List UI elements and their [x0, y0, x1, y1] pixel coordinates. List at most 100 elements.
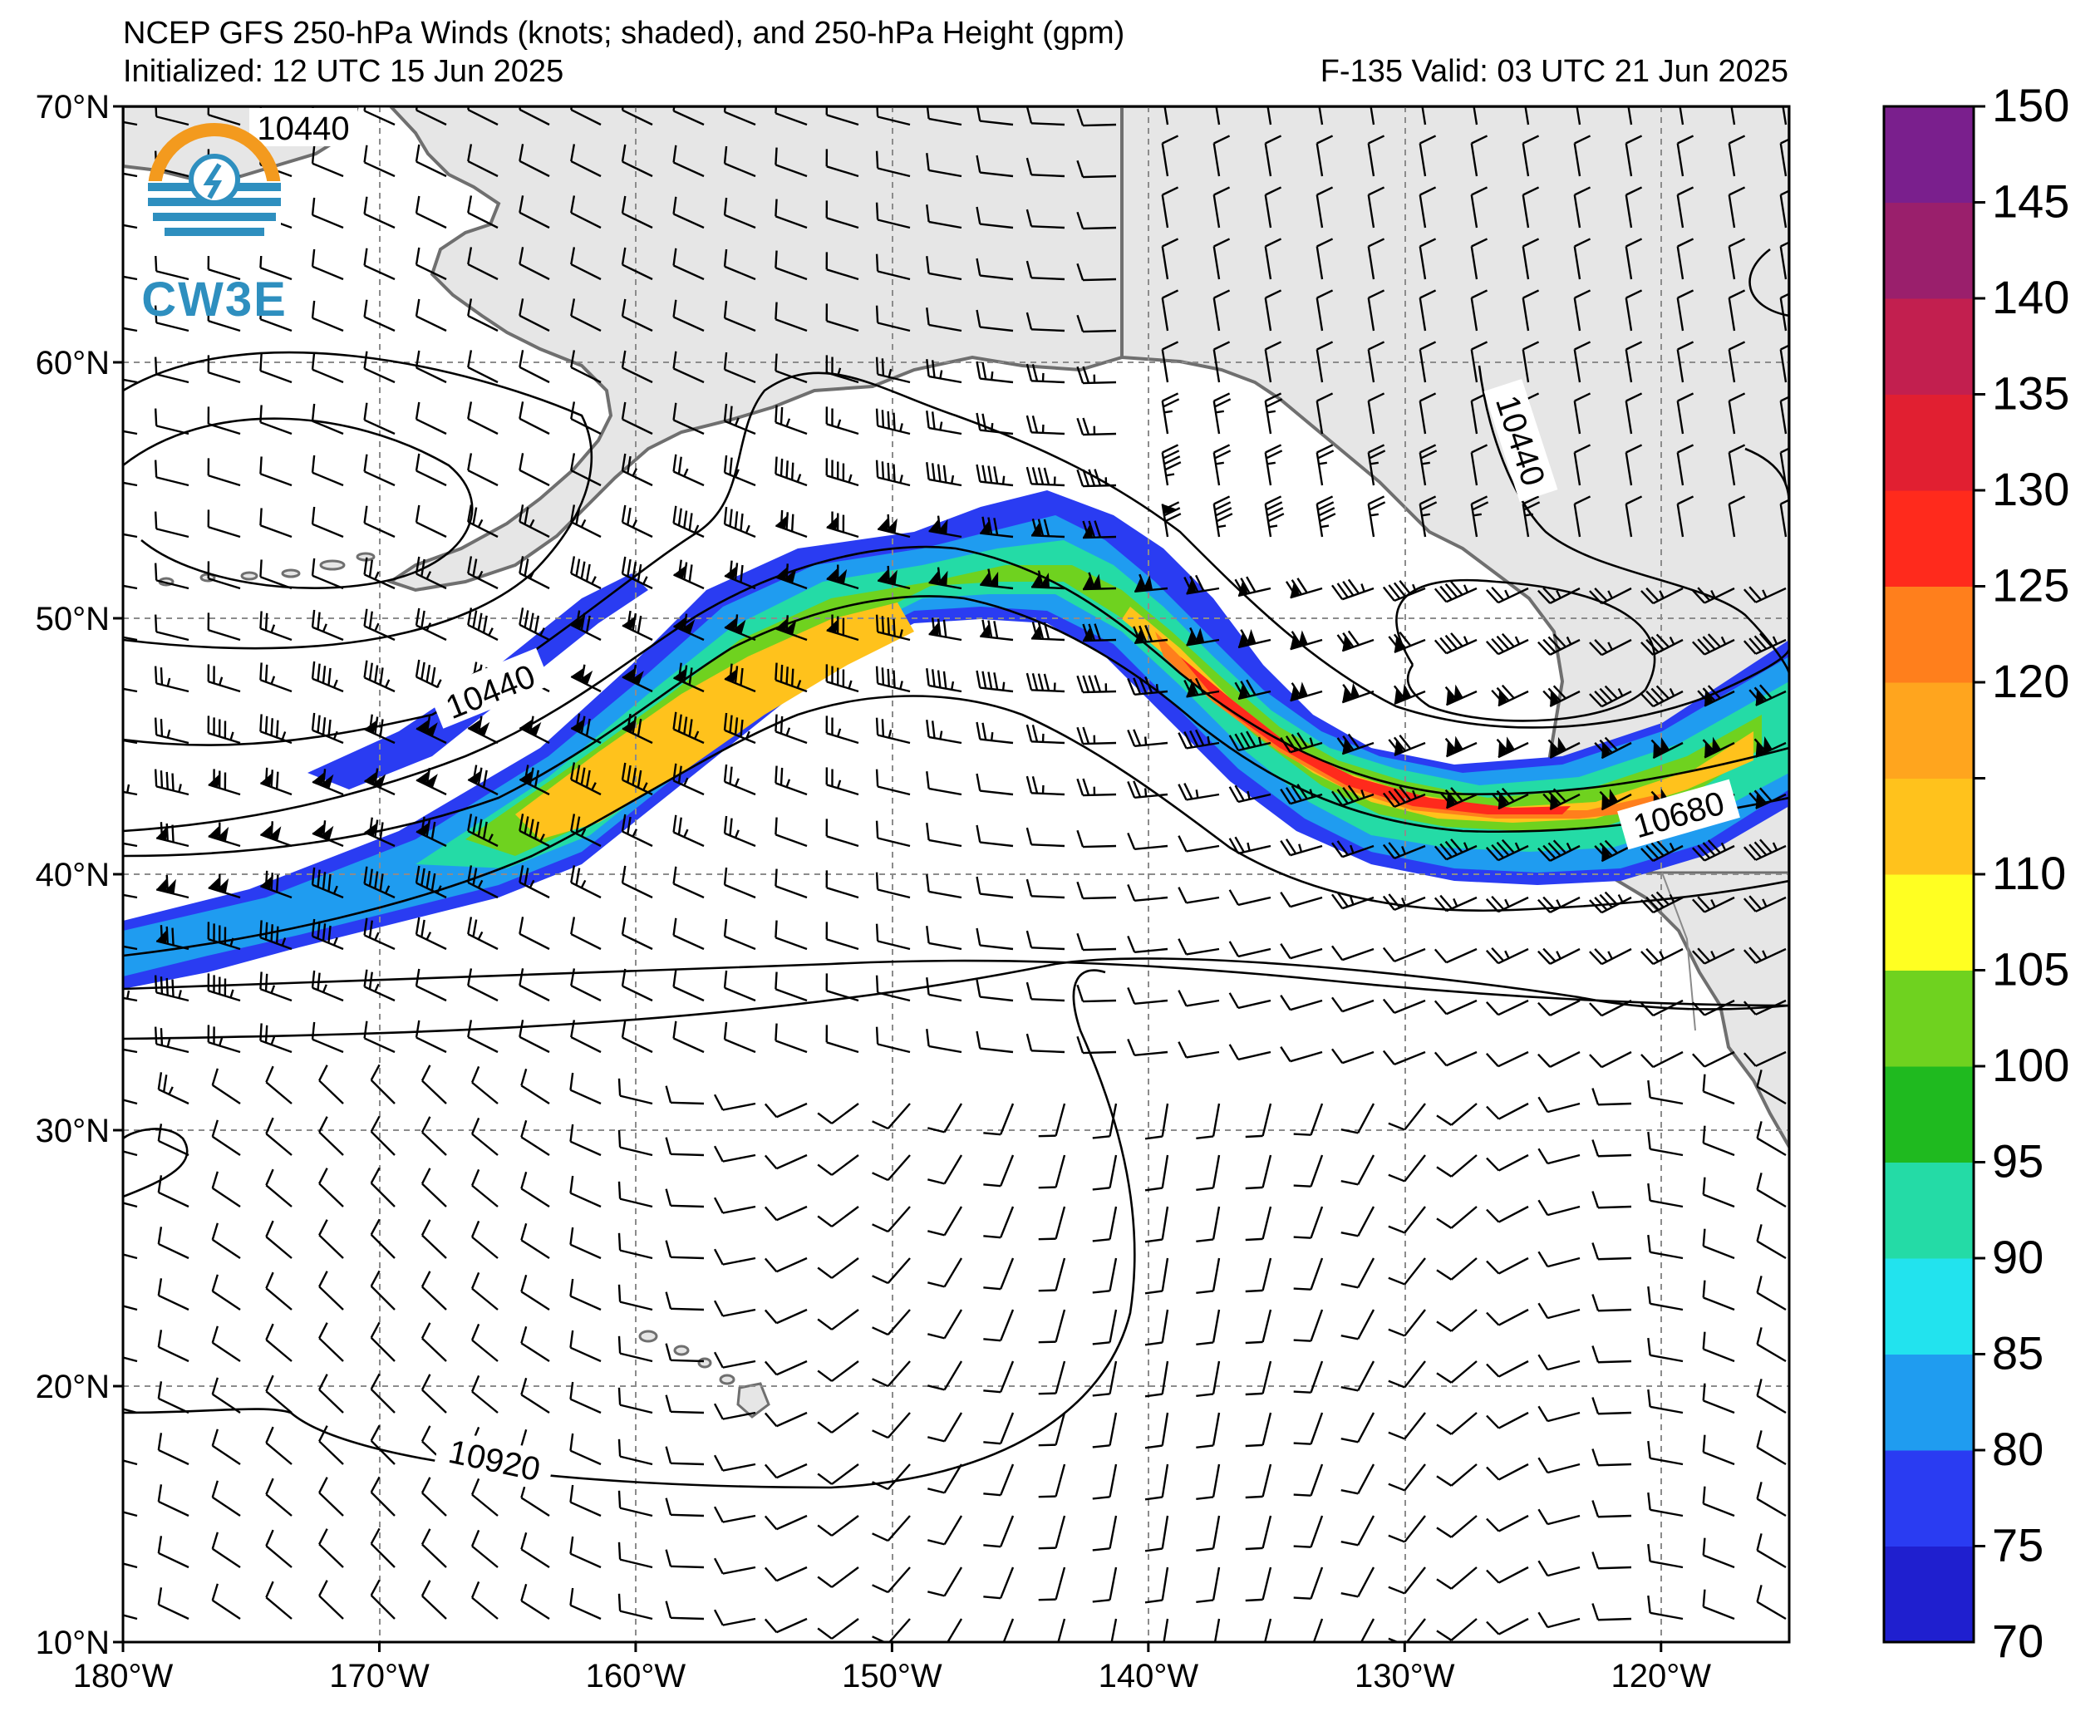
wind-barb: [980, 619, 1014, 642]
wind-barb: [1144, 1566, 1169, 1604]
lat-label: 70°N: [36, 89, 110, 125]
wind-barb: [825, 149, 859, 178]
wind-barb: [1127, 936, 1168, 954]
wind-barb: [370, 1167, 396, 1207]
wind-barb: [1388, 1206, 1426, 1234]
wind-barb: [1367, 135, 1385, 177]
wind-barb: [259, 611, 293, 642]
wind-barb: [617, 1593, 653, 1620]
wind-barb: [927, 1206, 963, 1237]
wind-barb: [1436, 1463, 1478, 1487]
wind-barb: [927, 1360, 963, 1391]
wind-barb: [764, 1514, 808, 1531]
wind-barb: [259, 302, 293, 332]
wind-barb: [1756, 1327, 1787, 1363]
wind-barb: [713, 1454, 756, 1472]
wind-barb: [519, 716, 550, 745]
wind-barb: [415, 453, 447, 487]
wind-barb: [265, 1220, 293, 1259]
wind-barb: [519, 453, 550, 487]
wind-barb: [211, 1429, 241, 1465]
wind-barb: [211, 1583, 241, 1620]
wind-barb: [1485, 947, 1529, 965]
wind-barb: [817, 1257, 859, 1279]
wind-barb: [123, 784, 138, 796]
wind-barb: [470, 1065, 499, 1104]
wind-barb: [1640, 947, 1684, 966]
wind-barb: [1280, 943, 1323, 960]
wind-barb: [1434, 838, 1478, 861]
wind-barb: [154, 305, 189, 332]
wind-barb: [1196, 1206, 1221, 1243]
wind-barb: [825, 406, 859, 435]
wind-barb: [926, 668, 962, 693]
wind-barb: [724, 663, 756, 693]
wind-barb: [415, 917, 447, 951]
wind-barb: [817, 1412, 859, 1434]
wind-barb: [1702, 1331, 1735, 1363]
contour-label: 10440: [257, 111, 349, 147]
wind-barb: [363, 248, 396, 281]
wind-barb: [775, 615, 808, 642]
wind-barb: [157, 1072, 189, 1105]
wind-barb: [1025, 1033, 1065, 1054]
wind-barb: [1436, 1566, 1478, 1590]
wind-barb: [1293, 1515, 1324, 1548]
wind-barb: [1264, 392, 1283, 435]
wind-barb: [1702, 1177, 1735, 1208]
wind-barb: [1393, 683, 1426, 705]
wind-barb: [1030, 622, 1065, 642]
wind-barb: [1161, 444, 1182, 486]
wind-barb: [1340, 1154, 1375, 1186]
wind-barb: [311, 145, 344, 178]
wind-barb: [1640, 685, 1684, 708]
wind-barb: [723, 764, 756, 796]
wind-barb: [672, 299, 705, 332]
wind-barb: [1676, 392, 1694, 435]
wind-barb: [817, 1618, 859, 1640]
wind-barb: [363, 969, 396, 1002]
wind-barb: [980, 516, 1014, 539]
wind-barb: [1537, 1611, 1581, 1629]
wind-barb: [926, 462, 962, 487]
wind-barb: [1144, 1360, 1169, 1398]
wind-barb: [621, 1020, 653, 1054]
wind-barb: [872, 1206, 911, 1233]
wind-barb: [1676, 495, 1694, 538]
wind-barb: [1485, 632, 1529, 656]
wind-barb: [617, 1078, 653, 1105]
wind-barb: [1025, 363, 1065, 384]
wind-barb: [617, 1129, 653, 1157]
wind-barb: [363, 505, 396, 539]
colorbar-label: 125: [1992, 559, 2069, 612]
wind-barb: [875, 975, 911, 1002]
wind-barb: [1178, 887, 1220, 904]
wind-barb: [420, 1065, 447, 1104]
wind-barb: [467, 350, 499, 384]
wind-barb: [1591, 1088, 1632, 1106]
wind-barb: [1728, 289, 1746, 332]
wind-barb: [1537, 1096, 1581, 1114]
wind-barb: [1537, 1302, 1581, 1320]
wind-barb: [259, 662, 293, 693]
wind-barb: [1542, 788, 1581, 810]
wind-barb: [1486, 1411, 1529, 1429]
colorbar-swatch: [1884, 298, 1974, 395]
wind-barb: [1038, 1515, 1066, 1550]
wind-barb: [713, 1197, 756, 1214]
wind-barb: [1025, 260, 1065, 281]
wind-barb: [1161, 186, 1179, 229]
wind-barb: [1263, 1618, 1272, 1642]
wind-barb: [1756, 1173, 1787, 1208]
wind-barb: [764, 1617, 808, 1634]
wind-barb: [1486, 1566, 1529, 1584]
wind-barb: [1133, 625, 1168, 645]
wind-barb: [259, 353, 293, 384]
wind-barb: [570, 610, 602, 642]
wind-barb: [570, 865, 602, 899]
wind-barb: [1496, 736, 1529, 759]
wind-barb: [1573, 135, 1591, 177]
wind-barb: [207, 922, 241, 951]
wind-barb: [311, 661, 344, 693]
wind-barb: [1092, 1257, 1118, 1294]
